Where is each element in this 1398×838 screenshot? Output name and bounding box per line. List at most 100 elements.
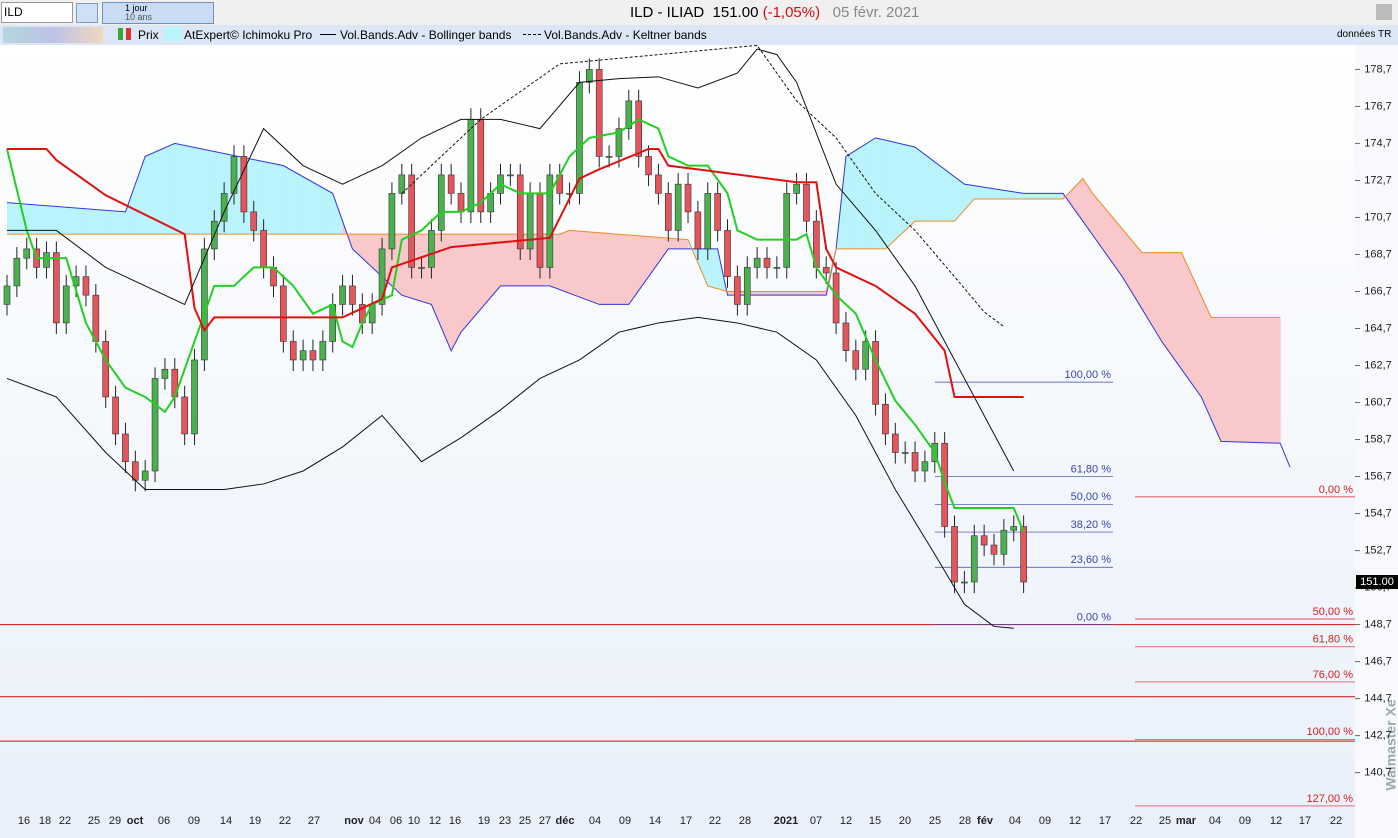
fib-label: 23,60 % — [1071, 554, 1112, 566]
cloud-fill — [303, 176, 314, 235]
cloud-fill — [618, 234, 630, 305]
candle-body — [477, 119, 485, 213]
cloud-fill — [461, 234, 472, 333]
cloud-fill — [174, 143, 186, 235]
x-tick-label: nov — [344, 815, 364, 827]
cloud-fill — [1211, 317, 1222, 442]
cloud-fill — [648, 236, 659, 277]
cloud-fill — [1122, 228, 1133, 293]
candle-body — [882, 404, 889, 435]
data-label: données TR — [1337, 29, 1392, 40]
tool-icons[interactable] — [3, 27, 103, 43]
cloud-fill — [796, 291, 807, 296]
cloud-fill — [1151, 252, 1163, 342]
y-tick-label: 178,7 — [1364, 63, 1392, 75]
cloud-fill — [678, 238, 689, 249]
cloud-fill — [1013, 191, 1025, 199]
candle-body — [822, 267, 830, 274]
fib-label: 61,80 % — [1071, 463, 1112, 475]
title-row: ILD - ILIAD 151.00 (-1,05%) 05 févr. 202… — [630, 4, 919, 21]
cloud-fill — [164, 143, 176, 235]
cloud-fill — [559, 230, 570, 294]
x-tick-label: 12 — [429, 815, 441, 827]
cloud-fill — [500, 234, 511, 286]
y-tick-label: 170,7 — [1364, 211, 1392, 223]
x-tick-label: 04 — [1009, 815, 1021, 827]
y-tick-label: 168,7 — [1364, 248, 1392, 260]
candle-body — [1000, 529, 1008, 555]
cloud-fill — [1053, 193, 1064, 199]
cloud-fill — [194, 147, 205, 235]
candle-body — [299, 350, 307, 361]
cloud-fill — [905, 144, 916, 231]
cloud-fill — [875, 137, 886, 249]
y-tick-label: 142,7 — [1364, 730, 1392, 742]
indicator-line — [401, 45, 1005, 328]
y-tick-label: 172,7 — [1364, 174, 1392, 186]
x-tick-label: 12 — [840, 815, 852, 827]
x-tick-label: 23 — [499, 815, 511, 827]
cloud-fill — [589, 231, 600, 305]
cloud-fill — [155, 147, 166, 235]
period: 1 jour — [125, 3, 148, 13]
cloud-fill — [1003, 190, 1015, 199]
price: 151.00 — [712, 4, 759, 21]
candle-body — [220, 193, 228, 222]
cloud-fill — [273, 163, 284, 235]
cloud-fill — [895, 142, 906, 240]
candle-body — [516, 174, 524, 250]
price-badge-label: 151.00 — [1360, 576, 1394, 588]
candle-body — [1010, 526, 1018, 531]
x-tick-label: 07 — [810, 815, 822, 827]
candle-body — [319, 341, 327, 361]
candle-body — [763, 257, 771, 268]
x-tick-label: 28 — [959, 815, 971, 827]
y-tick-label: 144,7 — [1364, 693, 1392, 705]
candle-body — [428, 230, 435, 268]
x-tick-label: 22 — [1130, 815, 1142, 827]
cloud-fill — [658, 237, 669, 263]
candle-icon — [126, 28, 131, 40]
x-tick-label: 06 — [390, 815, 402, 827]
cloud-fill — [974, 185, 985, 199]
x-tick-label: 2021 — [774, 815, 798, 827]
x-tick-label: 14 — [649, 815, 661, 827]
x-tick-label: 19 — [249, 815, 261, 827]
cloud-fill — [1112, 217, 1123, 277]
cloud-fill — [569, 230, 580, 298]
cloud-fill — [668, 238, 679, 249]
candle-body — [201, 248, 208, 361]
x-tick-label: 19 — [478, 815, 490, 827]
x-tick-label: 09 — [1039, 815, 1051, 827]
candle-body — [803, 183, 810, 222]
cloud-fill — [845, 150, 857, 249]
cloud-fill — [816, 291, 827, 296]
period-dropdown[interactable]: 1 jour 10 ans — [102, 2, 214, 24]
x-tick-label: 25 — [1159, 815, 1171, 827]
candle-body — [921, 461, 929, 472]
candle-body — [447, 174, 455, 194]
cloud-fill — [579, 231, 590, 301]
x-tick-label: 16 — [449, 815, 461, 827]
cloud-fill — [1181, 252, 1192, 384]
cloud-fill — [7, 202, 18, 235]
tools-icon[interactable] — [1376, 4, 1392, 20]
symbol-input[interactable]: ILD — [1, 2, 73, 23]
candle-body — [309, 350, 317, 361]
indicator-line — [6, 316, 1014, 629]
candle-body — [674, 183, 682, 231]
cloud-fill — [36, 204, 47, 235]
indicator-line — [7, 48, 1015, 472]
title: ILD - ILIAD — [630, 4, 705, 21]
range: 10 ans — [125, 12, 153, 22]
candle-body — [891, 433, 899, 453]
candle-body — [398, 174, 406, 194]
candle-body — [388, 193, 396, 250]
cloud-fill — [994, 188, 1005, 199]
cloud-fill — [885, 140, 896, 249]
cloud-fill — [1161, 252, 1173, 356]
candle-body — [53, 252, 60, 324]
cloud-fill — [954, 176, 965, 222]
book-icon[interactable] — [76, 3, 98, 23]
